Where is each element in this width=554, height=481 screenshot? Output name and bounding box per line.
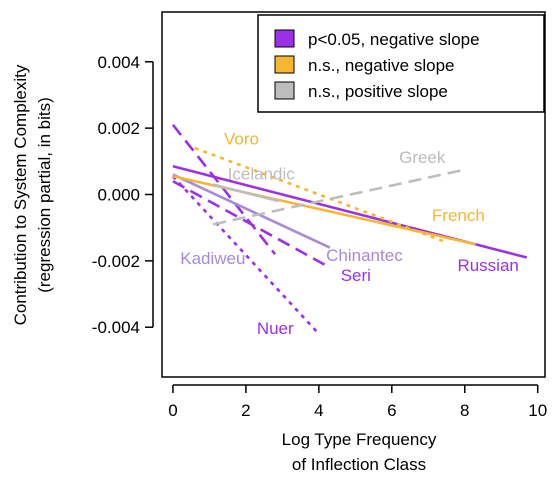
series-label-voro: Voro: [224, 130, 259, 149]
series-label-greek: Greek: [399, 148, 446, 167]
x-axis: 0 2 4 6 8 10: [168, 384, 547, 420]
legend-swatch-2: [274, 81, 295, 100]
y-axis: 0.004 0.002 0.000 -0.002 -0.004: [92, 53, 154, 337]
plot-labels: Voro Icelandic Greek French Kadiweu Chinantec…: [180, 130, 519, 338]
legend-box: [257, 14, 545, 113]
series-label-seri: Seri: [341, 266, 371, 285]
y-tick-label-2: 0.000: [97, 186, 140, 205]
legend-text-0: p<0.05, negative slope: [308, 30, 480, 49]
x-tick-label-0: 0: [168, 401, 177, 420]
x-axis-title-line-1: Log Type Frequency: [282, 430, 437, 449]
x-tick-label-2: 4: [314, 401, 323, 420]
series-label-nuer: Nuer: [257, 319, 294, 338]
series-label-kadiweu: Kadiweu: [180, 249, 245, 268]
legend-swatch-0: [274, 29, 295, 48]
legend-text-1: n.s., negative slope: [308, 56, 454, 75]
x-tick-label-3: 6: [387, 401, 396, 420]
series-line-seri: [172, 180, 331, 269]
x-tick-label-1: 2: [241, 401, 250, 420]
series-label-french: French: [432, 206, 485, 225]
x-tick-label-5: 10: [528, 401, 547, 420]
series-line-greek: [212, 168, 466, 226]
x-axis-title-line-2: of Inflection Class: [292, 455, 426, 474]
series-label-chinantec: Chinantec: [326, 246, 403, 265]
x-tick-label-4: 8: [460, 401, 469, 420]
y-tick-label-3: -0.002: [92, 252, 140, 271]
plot-lines: [171, 124, 528, 335]
legend-swatch-1: [274, 55, 295, 74]
legend-text-2: n.s., positive slope: [308, 82, 448, 101]
y-tick-label-1: 0.002: [97, 119, 140, 138]
series-line-icelandic: [212, 183, 280, 203]
y-tick-label-4: -0.004: [92, 318, 140, 337]
plot-frame: [161, 11, 546, 378]
y-axis-title-line-1: Contribution to System Complexity: [11, 64, 30, 325]
legend: p<0.05, negative slope n.s., negative sl…: [257, 14, 545, 113]
y-tick-label-0: 0.004: [97, 53, 140, 72]
series-label-russian: Russian: [457, 256, 518, 275]
y-axis-title-line-2: (regression partial, in bits): [35, 97, 54, 293]
series-line-kadiweu: [171, 124, 277, 256]
series-line-chinantec: [172, 173, 331, 249]
series-label-icelandic: Icelandic: [228, 165, 296, 184]
